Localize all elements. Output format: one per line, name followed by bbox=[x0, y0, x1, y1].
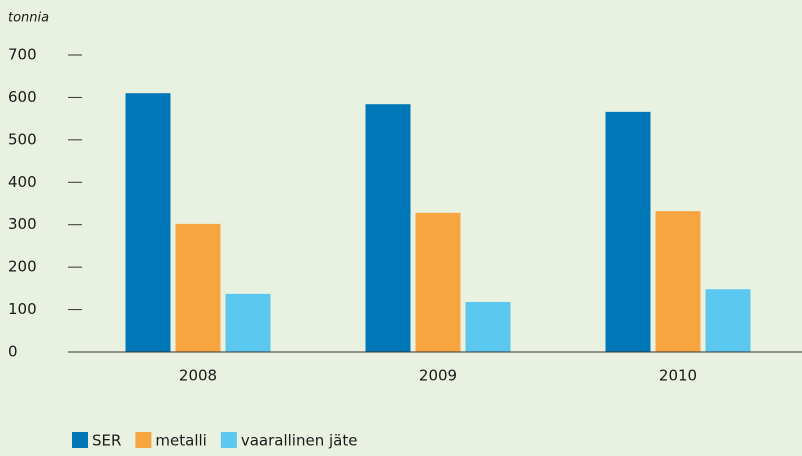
y-axis-title: tonnia bbox=[8, 11, 49, 26]
y-tick-label: 200 bbox=[8, 258, 37, 276]
bar bbox=[605, 111, 651, 353]
x-tick-label: 2008 bbox=[179, 367, 217, 385]
legend-swatch bbox=[135, 432, 152, 448]
legend-label: vaarallinen jäte bbox=[241, 432, 358, 450]
y-tick-label: 700 bbox=[8, 46, 37, 64]
y-tick-label: 500 bbox=[8, 130, 37, 148]
y-tick-label: 0 bbox=[8, 343, 18, 361]
legend-label: metalli bbox=[155, 432, 206, 450]
bar bbox=[415, 212, 461, 352]
bar bbox=[705, 289, 751, 352]
bar bbox=[225, 293, 271, 352]
bar bbox=[465, 301, 511, 352]
y-tick-label: 400 bbox=[8, 173, 37, 191]
x-tick-label: 2010 bbox=[659, 367, 697, 385]
bar bbox=[365, 104, 411, 353]
bar bbox=[175, 223, 221, 352]
y-tick-label: 300 bbox=[8, 215, 37, 233]
bar bbox=[125, 93, 171, 352]
bar bbox=[655, 211, 701, 352]
y-tick-label: 100 bbox=[8, 300, 37, 318]
legend-swatch bbox=[220, 432, 237, 448]
legend-swatch bbox=[72, 432, 88, 448]
y-tick-label: 600 bbox=[8, 88, 37, 106]
x-tick-label: 2009 bbox=[419, 367, 457, 385]
legend-label: SER bbox=[92, 432, 121, 450]
